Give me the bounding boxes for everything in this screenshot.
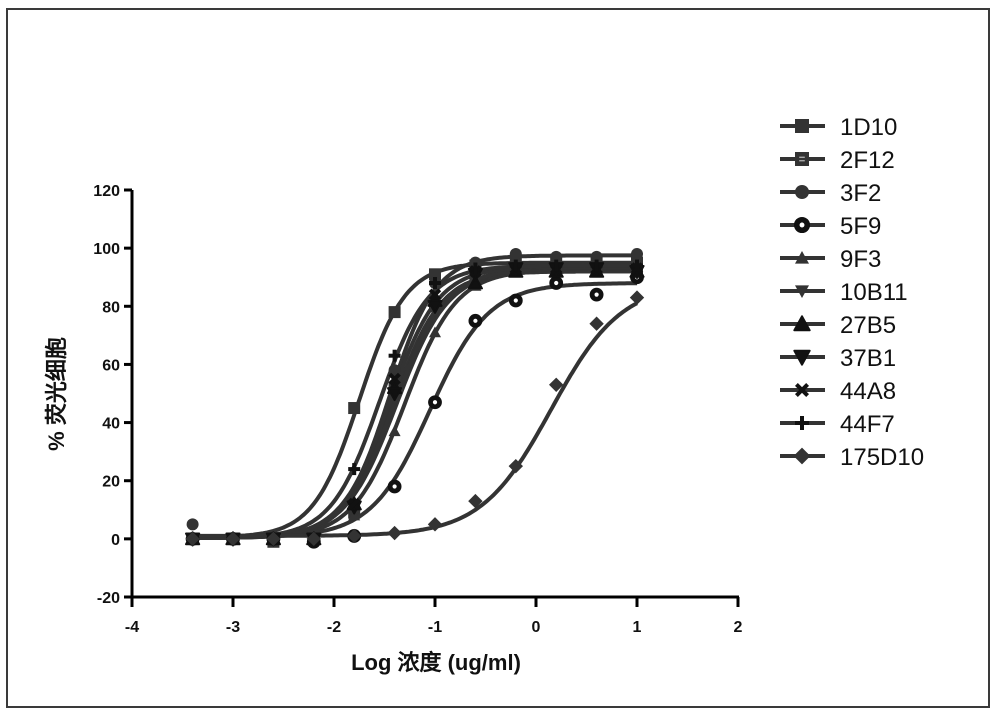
legend-label: 37B1 [840,345,896,372]
y-tick-label: 120 [93,183,120,200]
legend-item-10B11: 10B11 [780,279,908,306]
legend-item-37B1: 37B1 [780,345,896,372]
legend-marker-icon [795,416,809,430]
legend-item-3F2: 3F2 [780,180,881,207]
fit-curve-10B11 [193,270,637,538]
fit-curve-1D10 [193,263,637,538]
legend-item-44A8: 44A8 [780,378,896,405]
legend-label: 44F7 [840,411,895,438]
x-tick-label: 2 [734,619,743,636]
markers-44A8 [188,264,642,544]
legend-item-9F3: 9F3 [780,246,881,273]
y-tick-label: 0 [111,532,120,549]
legend-item-5F9: 5F9 [780,213,881,240]
legend-label: 5F9 [840,213,881,240]
legend-marker-icon [794,448,811,465]
fit-curves [193,255,637,538]
y-tick-label: -20 [97,590,120,607]
fit-curve-44F7 [193,266,637,538]
markers-9F3 [187,265,643,543]
legend-label: 10B11 [840,279,908,306]
y-axis-title: % 荧光细胞 [44,337,69,451]
y-tick-label: 60 [102,357,120,374]
fit-curve-9F3 [193,270,637,538]
x-tick-label: -2 [327,619,341,636]
legend-marker-icon [794,217,810,233]
x-tick-label: -4 [125,619,139,636]
axes: -20 0 20 40 60 80 100 120 -4 -3 -2 -1 0 1 2 [93,183,742,636]
markers-5F9 [186,270,644,548]
x-tick-label: -3 [226,619,240,636]
y-tick-label: 80 [102,299,120,316]
legend-item-44F7: 44F7 [780,411,895,438]
legend-label: 1D10 [840,114,897,141]
fit-curve-3F2 [193,255,637,537]
fit-curve-27B5 [193,271,637,538]
legend-label: 27B5 [840,312,896,339]
legend-label: 3F2 [840,180,881,207]
fit-curve-44A8 [193,267,637,538]
legend-marker-icon [795,119,809,133]
y-tick-label: 20 [102,474,120,491]
fit-curve-37B1 [193,269,637,538]
legend-item-1D10: 1D10 [780,114,897,141]
markers-2F12 [187,265,643,547]
y-tick-label: 40 [102,416,120,433]
legend-label: 44A8 [840,378,896,405]
markers-10B11 [187,264,643,545]
legend-item-27B5: 27B5 [780,312,896,339]
legend-marker-icon [795,152,809,166]
legend-label: 175D10 [840,444,924,471]
markers-44F7 [187,260,643,545]
markers-1D10 [187,254,643,545]
markers-37B1 [186,263,644,545]
legend-label: 2F12 [840,147,895,174]
x-tick-label: 0 [532,619,541,636]
markers-3F2 [187,248,643,545]
legend-item-175D10: 175D10 [780,444,924,471]
legend-marker-icon [795,185,809,199]
x-tick-label: -1 [428,619,442,636]
legend: 1D10 2F12 3F2 5F9 9F3 10B11 27B5 37B1 44A8 44F7 17… [780,114,924,471]
legend-label: 9F3 [840,246,881,273]
y-tick-label: 100 [93,241,120,258]
x-tick-label: 1 [633,619,642,636]
x-axis-title: Log 浓度 (ug/ml) [351,650,521,675]
data-markers [185,248,644,549]
fit-curve-2F12 [193,271,637,538]
dose-response-chart: -20 0 20 40 60 80 100 120 -4 -3 -2 -1 0 1 2 % 荧光细胞 Log… [0,0,1000,720]
markers-27B5 [186,265,644,544]
legend-item-2F12: 2F12 [780,147,895,174]
